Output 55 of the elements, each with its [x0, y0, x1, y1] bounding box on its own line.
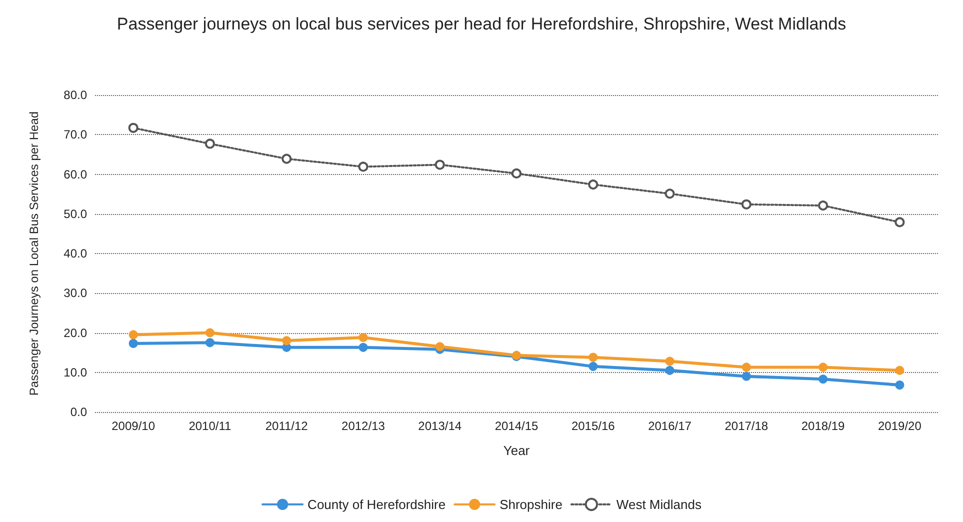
point: [434, 160, 445, 170]
point: [894, 217, 905, 228]
y-tick-label: 10.0: [64, 365, 88, 380]
point: [665, 356, 674, 366]
x-tick-label: 2012/13: [342, 419, 386, 433]
x-tick-label: 2019/20: [878, 419, 922, 433]
y-axis-title: Passenger Journeys on Local Bus Services per Head: [27, 111, 41, 396]
point: [818, 200, 828, 211]
chart-title: Passenger journeys on local bus services per head for Herefordshire, Shropshire, West Midlands: [116, 14, 846, 34]
point: [128, 330, 138, 340]
point: [588, 362, 598, 371]
point: [358, 333, 368, 342]
x-tick-label: 2017/18: [724, 419, 768, 433]
x-axis-title: Year: [503, 443, 530, 458]
point: [818, 362, 828, 372]
point: [512, 168, 522, 178]
point: [588, 180, 598, 190]
point: [665, 366, 674, 375]
y-tick-label: 20.0: [64, 326, 88, 340]
x-tick-label: 2011/12: [265, 419, 308, 433]
point: [205, 338, 214, 348]
y-tick-label: 50.0: [64, 206, 88, 221]
legend-label: County of Herefordshire: [308, 496, 446, 512]
point: [741, 199, 752, 210]
point: [358, 342, 368, 352]
point: [358, 162, 368, 172]
x-tick-label: 2010/11: [188, 419, 232, 433]
point: [128, 122, 138, 133]
point: [282, 336, 292, 346]
x-tick-label: 2014/15: [494, 419, 539, 433]
point: [128, 338, 138, 348]
x-tick-label: 2009/10: [112, 419, 156, 433]
y-tick-label: 70.0: [64, 128, 88, 142]
legend-label: Shropshire: [500, 496, 562, 512]
point: [742, 372, 751, 381]
point: [742, 362, 751, 372]
x-tick-label: 2018/19: [801, 419, 846, 433]
x-tick-label: 2016/17: [648, 419, 692, 433]
x-tick-label: 2013/14: [418, 419, 462, 433]
point: [204, 138, 215, 149]
point: [895, 380, 904, 390]
y-tick-label: 60.0: [64, 167, 88, 182]
y-tick-label: 30.0: [64, 286, 88, 300]
y-tick-label: 0.0: [70, 405, 88, 419]
y-tick-label: 40.0: [64, 246, 88, 260]
point: [588, 352, 598, 362]
y-tick-label: 80.0: [64, 88, 88, 102]
point: [282, 154, 292, 164]
point: [435, 342, 444, 352]
point: [205, 328, 214, 338]
legend-label: West Midlands: [616, 496, 702, 512]
point: [664, 188, 675, 199]
point: [895, 366, 904, 375]
point: [818, 374, 828, 384]
x-tick-label: 2015/16: [571, 419, 616, 433]
